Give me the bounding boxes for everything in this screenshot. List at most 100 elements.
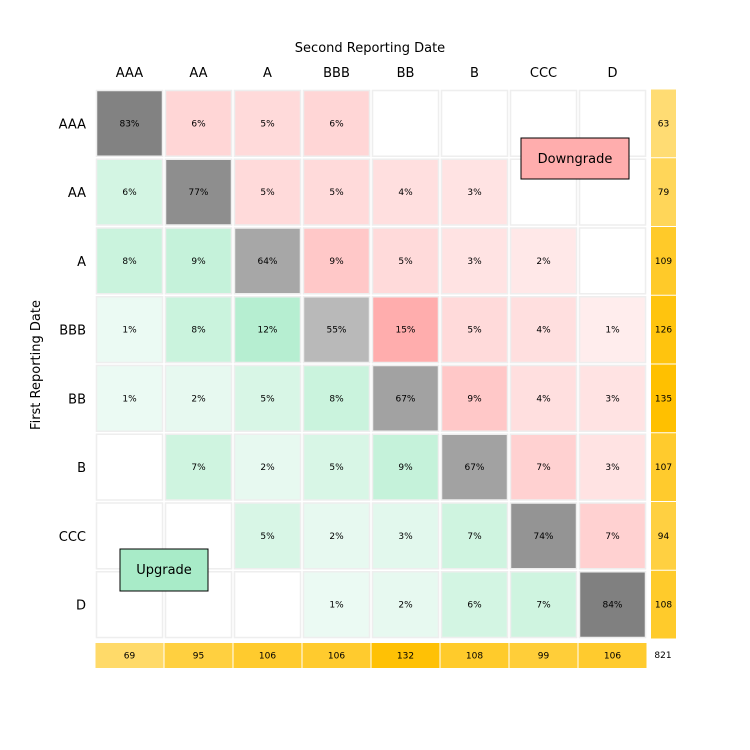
cell-label-B-D: 3% xyxy=(605,463,620,473)
cell-BBB-BBB xyxy=(302,296,371,364)
row-total-D xyxy=(651,570,676,639)
cell-label-AA-AA: 77% xyxy=(188,188,208,198)
upgrade-callout-box xyxy=(119,548,209,592)
cell-B-AA xyxy=(164,433,233,501)
cell-BB-CCC xyxy=(509,364,578,432)
cell-D-B xyxy=(440,571,509,639)
cell-BB-B xyxy=(440,364,509,432)
cell-label-BBB-D: 1% xyxy=(605,326,620,336)
cell-B-AAA xyxy=(95,433,164,501)
cell-AA-AAA xyxy=(95,158,164,226)
cell-label-BB-CCC: 4% xyxy=(536,394,551,404)
cell-CCC-B xyxy=(440,502,509,570)
column-total-label-B: 108 xyxy=(466,652,483,662)
y-tick-BBB: BBB xyxy=(59,324,86,339)
x-tick-AA: AA xyxy=(189,66,207,81)
cell-label-CCC-D: 7% xyxy=(605,532,620,542)
cell-B-B xyxy=(440,433,509,501)
cell-label-CCC-A: 5% xyxy=(260,532,275,542)
cell-label-B-BBB: 5% xyxy=(329,463,344,473)
cell-BBB-AAA xyxy=(95,296,164,364)
cell-CCC-BB xyxy=(371,502,440,570)
cell-label-A-CCC: 2% xyxy=(536,257,551,267)
cell-label-A-BBB: 9% xyxy=(329,257,344,267)
column-total-CCC xyxy=(509,643,578,668)
column-total-AAA xyxy=(95,643,164,668)
row-total-label-D: 108 xyxy=(655,601,672,611)
cell-AA-AA xyxy=(164,158,233,226)
cell-CCC-CCC xyxy=(509,502,578,570)
cell-label-D-D: 84% xyxy=(602,601,622,611)
row-total-label-AA: 79 xyxy=(658,188,670,198)
cells-layer: 83% 6% 5% 6% 6% 77% 5% 5% 4% 3% 8% 9% 64% 9% 5% 3% 2% 1% 8… xyxy=(95,89,647,639)
cell-AAA-B xyxy=(440,89,509,157)
cell-label-CCC-CCC: 74% xyxy=(533,532,553,542)
x-tick-BBB: BBB xyxy=(323,66,350,81)
x-axis-title: Second Reporting Date xyxy=(295,41,445,56)
cell-A-B xyxy=(440,227,509,295)
x-tick-CCC: CCC xyxy=(530,66,557,81)
row-total-label-BBB: 126 xyxy=(655,326,672,336)
cell-A-AAA xyxy=(95,227,164,295)
row-total-CCC xyxy=(651,502,676,570)
cell-BB-A xyxy=(233,364,302,432)
cell-label-AAA-A: 5% xyxy=(260,119,275,129)
cell-label-CCC-BBB: 2% xyxy=(329,532,344,542)
y-tick-D: D xyxy=(76,599,86,614)
cell-label-BB-B: 9% xyxy=(467,394,482,404)
x-tick-AAA: AAA xyxy=(116,66,144,81)
cell-label-BB-AAA: 1% xyxy=(122,394,137,404)
cell-label-B-BB: 9% xyxy=(398,463,413,473)
y-axis-title: First Reporting Date xyxy=(29,300,44,430)
cell-BB-D xyxy=(578,364,647,432)
column-total-BB xyxy=(371,643,440,668)
row-total-BBB xyxy=(651,295,676,364)
cell-label-D-BBB: 1% xyxy=(329,601,344,611)
cell-label-BB-D: 3% xyxy=(605,394,620,404)
cell-AA-B xyxy=(440,158,509,226)
cell-label-BB-AA: 2% xyxy=(191,394,206,404)
cell-label-B-A: 2% xyxy=(260,463,275,473)
cell-B-A xyxy=(233,433,302,501)
cell-A-BB xyxy=(371,227,440,295)
column-total-label-CCC: 99 xyxy=(538,652,550,662)
column-total-label-A: 106 xyxy=(259,652,276,662)
cell-B-BBB xyxy=(302,433,371,501)
column-total-D xyxy=(578,643,647,668)
cell-label-AA-BB: 4% xyxy=(398,188,413,198)
cell-label-B-B: 67% xyxy=(464,463,484,473)
cell-BBB-A xyxy=(233,296,302,364)
downgrade-callout-label: Downgrade xyxy=(538,152,613,167)
upgrade-callout: Upgrade xyxy=(119,548,209,592)
y-tick-A: A xyxy=(77,255,86,270)
cell-label-D-B: 6% xyxy=(467,601,482,611)
cell-label-BBB-BB: 15% xyxy=(395,326,415,336)
row-total-A xyxy=(651,227,676,295)
row-total-B xyxy=(651,433,676,501)
cell-label-AA-A: 5% xyxy=(260,188,275,198)
cell-label-A-A: 64% xyxy=(257,257,277,267)
x-tick-B: B xyxy=(470,66,479,81)
column-total-label-AA: 95 xyxy=(193,652,204,662)
cell-B-BB xyxy=(371,433,440,501)
cell-BBB-AA xyxy=(164,296,233,364)
cell-label-AA-B: 3% xyxy=(467,188,482,198)
y-tick-BB: BB xyxy=(68,392,86,407)
cell-label-AA-BBB: 5% xyxy=(329,188,344,198)
cell-label-B-CCC: 7% xyxy=(536,463,551,473)
cell-BB-AA xyxy=(164,364,233,432)
cell-B-D xyxy=(578,433,647,501)
downgrade-callout-box xyxy=(520,137,630,180)
cell-label-A-BB: 5% xyxy=(398,257,413,267)
x-tick-BB: BB xyxy=(397,66,415,81)
cell-label-A-AA: 9% xyxy=(191,257,206,267)
row-total-AA xyxy=(651,158,676,226)
cell-BBB-CCC xyxy=(509,296,578,364)
cell-CCC-A xyxy=(233,502,302,570)
cell-label-D-CCC: 7% xyxy=(536,601,551,611)
cell-BBB-D xyxy=(578,296,647,364)
cell-A-A xyxy=(233,227,302,295)
cell-AA-A xyxy=(233,158,302,226)
